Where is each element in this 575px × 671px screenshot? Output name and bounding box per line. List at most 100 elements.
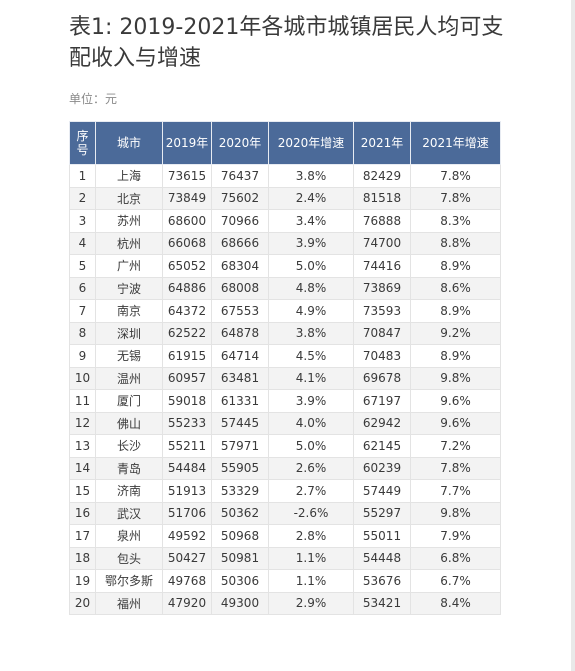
table-row: 14 青岛 54484 55905 2.6% 60239 7.8%	[69, 456, 501, 480]
header-rank-line2: 号	[76, 143, 89, 157]
cell-2021-growth: 6.7%	[410, 569, 501, 593]
cell-2020-growth: 4.8%	[268, 276, 354, 300]
table-body: 1 上海 73615 76437 3.8% 82429 7.8% 2 北京 73849 75602 2…	[69, 164, 501, 615]
table-row: 16 武汉 51706 50362 -2.6% 55297 9.8%	[69, 501, 501, 525]
cell-rank: 12	[69, 411, 96, 435]
cell-rank: 3	[69, 209, 96, 233]
cell-2021: 70483	[353, 344, 411, 368]
cell-2021: 67197	[353, 389, 411, 413]
cell-2021: 73869	[353, 276, 411, 300]
cell-rank: 13	[69, 434, 96, 458]
cell-2020-growth: -2.6%	[268, 501, 354, 525]
cell-2021: 62145	[353, 434, 411, 458]
table-row: 4 杭州 66068 68666 3.9% 74700 8.8%	[69, 231, 501, 255]
table-header-row: 序号 城市 2019年 2020年 2020年增速 2021年 2021年增速	[69, 121, 501, 165]
cell-2021-growth: 8.6%	[410, 276, 501, 300]
cell-2021: 69678	[353, 366, 411, 390]
cell-2021: 53421	[353, 591, 411, 615]
cell-2020-growth: 3.9%	[268, 231, 354, 255]
cell-2019: 61915	[162, 344, 212, 368]
table-row: 17 泉州 49592 50968 2.8% 55011 7.9%	[69, 524, 501, 548]
cell-2019: 54484	[162, 456, 212, 480]
cell-2020: 68008	[211, 276, 269, 300]
cell-2020-growth: 3.4%	[268, 209, 354, 233]
cell-2021-growth: 9.2%	[410, 321, 501, 345]
cell-2019: 62522	[162, 321, 212, 345]
cell-2019: 50427	[162, 546, 212, 570]
cell-rank: 1	[69, 164, 96, 188]
cell-city: 泉州	[95, 524, 163, 548]
cell-2021-growth: 8.4%	[410, 591, 501, 615]
cell-2021-growth: 7.9%	[410, 524, 501, 548]
cell-2019: 64372	[162, 299, 212, 323]
cell-city: 苏州	[95, 209, 163, 233]
cell-2020: 57971	[211, 434, 269, 458]
cell-2021-growth: 7.8%	[410, 164, 501, 188]
cell-2021: 62942	[353, 411, 411, 435]
cell-rank: 11	[69, 389, 96, 413]
cell-2021-growth: 7.8%	[410, 186, 501, 210]
cell-2020: 68666	[211, 231, 269, 255]
cell-2021: 81518	[353, 186, 411, 210]
header-rank-line1: 序	[76, 129, 89, 143]
cell-2020: 68304	[211, 254, 269, 278]
cell-rank: 6	[69, 276, 96, 300]
cell-2021: 55011	[353, 524, 411, 548]
cell-rank: 7	[69, 299, 96, 323]
header-2021: 2021年	[353, 121, 411, 165]
cell-2020: 50968	[211, 524, 269, 548]
cell-2020-growth: 4.0%	[268, 411, 354, 435]
cell-rank: 20	[69, 591, 96, 615]
cell-city: 鄂尔多斯	[95, 569, 163, 593]
cell-2019: 49768	[162, 569, 212, 593]
cell-2020-growth: 3.8%	[268, 164, 354, 188]
table-row: 3 苏州 68600 70966 3.4% 76888 8.3%	[69, 209, 501, 233]
header-rank: 序号	[69, 121, 96, 165]
cell-2020: 57445	[211, 411, 269, 435]
cell-rank: 9	[69, 344, 96, 368]
cell-2020: 49300	[211, 591, 269, 615]
cell-2020: 50362	[211, 501, 269, 525]
cell-city: 佛山	[95, 411, 163, 435]
table-row: 12 佛山 55233 57445 4.0% 62942 9.6%	[69, 411, 501, 435]
table-row: 9 无锡 61915 64714 4.5% 70483 8.9%	[69, 344, 501, 368]
cell-rank: 17	[69, 524, 96, 548]
cell-city: 宁波	[95, 276, 163, 300]
cell-2021-growth: 8.9%	[410, 254, 501, 278]
cell-city: 包头	[95, 546, 163, 570]
cell-2021-growth: 9.8%	[410, 366, 501, 390]
cell-rank: 8	[69, 321, 96, 345]
header-2021-growth: 2021年增速	[410, 121, 501, 165]
cell-city: 温州	[95, 366, 163, 390]
cell-2020: 64878	[211, 321, 269, 345]
cell-city: 武汉	[95, 501, 163, 525]
cell-2021: 53676	[353, 569, 411, 593]
cell-2019: 68600	[162, 209, 212, 233]
cell-2020: 63481	[211, 366, 269, 390]
cell-2021: 60239	[353, 456, 411, 480]
cell-2019: 66068	[162, 231, 212, 255]
cell-rank: 5	[69, 254, 96, 278]
table-row: 1 上海 73615 76437 3.8% 82429 7.8%	[69, 164, 501, 188]
cell-2020-growth: 2.9%	[268, 591, 354, 615]
cell-2020-growth: 2.4%	[268, 186, 354, 210]
cell-city: 北京	[95, 186, 163, 210]
table-row: 5 广州 65052 68304 5.0% 74416 8.9%	[69, 254, 501, 278]
table-title: 表1: 2019-2021年各城市城镇居民人均可支配收入与增速	[69, 15, 504, 71]
cell-2020-growth: 2.7%	[268, 479, 354, 503]
cell-2020-growth: 4.5%	[268, 344, 354, 368]
cell-2020-growth: 5.0%	[268, 434, 354, 458]
cell-2021: 82429	[353, 164, 411, 188]
cell-2020: 50981	[211, 546, 269, 570]
cell-rank: 16	[69, 501, 96, 525]
table-row: 15 济南 51913 53329 2.7% 57449 7.7%	[69, 479, 501, 503]
table-row: 2 北京 73849 75602 2.4% 81518 7.8%	[69, 186, 501, 210]
cell-2020: 61331	[211, 389, 269, 413]
table-row: 18 包头 50427 50981 1.1% 54448 6.8%	[69, 546, 501, 570]
cell-2019: 51706	[162, 501, 212, 525]
cell-2020: 75602	[211, 186, 269, 210]
cell-2020: 55905	[211, 456, 269, 480]
table-row: 8 深圳 62522 64878 3.8% 70847 9.2%	[69, 321, 501, 345]
cell-rank: 15	[69, 479, 96, 503]
cell-city: 广州	[95, 254, 163, 278]
